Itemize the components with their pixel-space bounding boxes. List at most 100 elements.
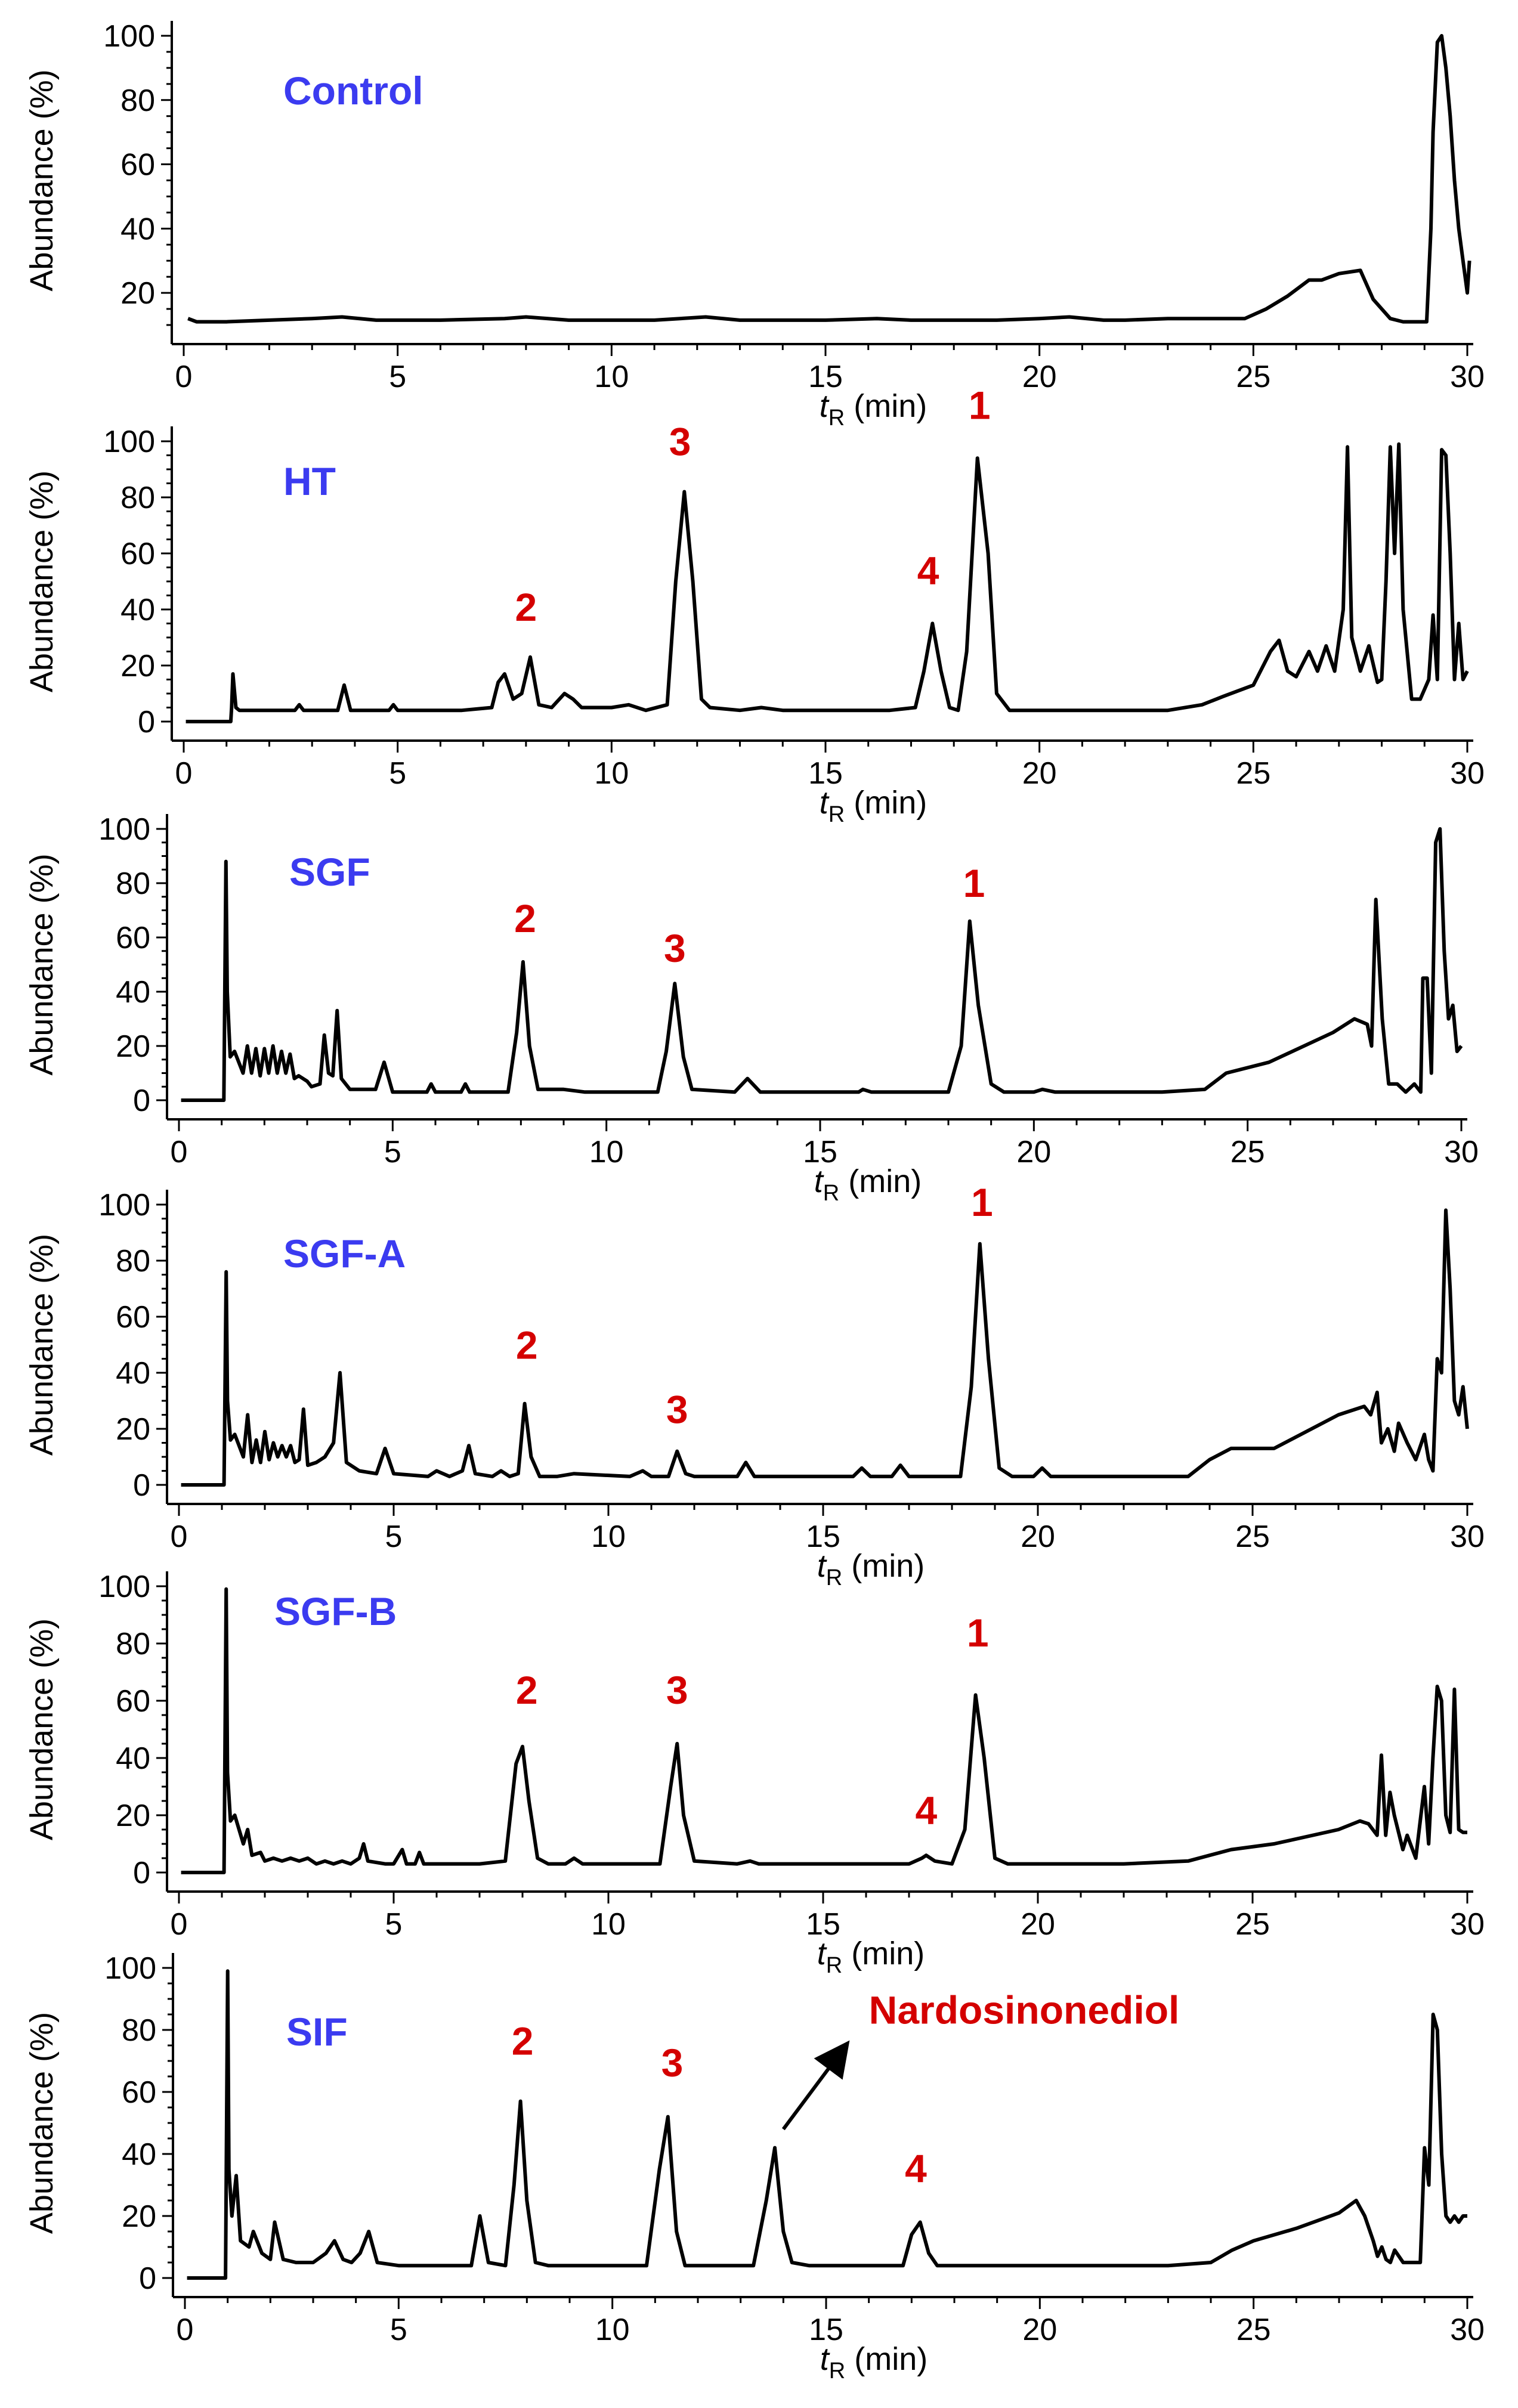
x-axis-label-unit: (min) bbox=[842, 1548, 925, 1584]
x-tick-label: 10 bbox=[594, 360, 629, 394]
y-tick-label: 40 bbox=[122, 2137, 156, 2172]
x-tick-label: 15 bbox=[808, 756, 843, 791]
x-tick-label: 25 bbox=[1236, 756, 1270, 791]
x-axis-label-t: t bbox=[817, 1936, 827, 1971]
y-tick-label: 20 bbox=[116, 1029, 150, 1064]
peak-label: 3 bbox=[666, 1668, 688, 1712]
y-tick-label: 60 bbox=[122, 2075, 156, 2110]
y-tick-label: 0 bbox=[138, 705, 155, 739]
x-tick-label: 0 bbox=[171, 1907, 188, 1942]
x-tick-label: 30 bbox=[1450, 2313, 1485, 2347]
x-tick-label: 15 bbox=[808, 360, 843, 394]
x-tick-label: 20 bbox=[1022, 756, 1057, 791]
panel-sif: 0 5 10 15 20 25 30 0 20 40 60 80 100 Abundance (%) tR … bbox=[24, 1951, 1485, 2384]
panel-label: SIF bbox=[286, 2010, 348, 2054]
x-tick-label: 10 bbox=[589, 1135, 624, 1169]
x-tick-label: 20 bbox=[1022, 360, 1057, 394]
x-axis-label-t: t bbox=[817, 1548, 827, 1584]
y-tick-label: 100 bbox=[104, 1951, 156, 1986]
y-axis-label: Abundance (%) bbox=[24, 1234, 60, 1456]
x-tick-label: 0 bbox=[177, 2313, 194, 2347]
y-tick-label: 60 bbox=[120, 537, 155, 571]
x-axis-label-sub: R bbox=[828, 406, 845, 431]
y-tick-label: 100 bbox=[103, 425, 155, 459]
y-tick-label: 100 bbox=[98, 812, 150, 847]
x-axis-label: tR (min) bbox=[820, 785, 927, 827]
y-tick-label: 0 bbox=[133, 1084, 150, 1118]
x-tick-label: 10 bbox=[591, 1519, 626, 1554]
x-tick-label: 5 bbox=[389, 756, 406, 791]
x-tick-label: 20 bbox=[1021, 1907, 1055, 1942]
trace-line-sif bbox=[187, 1969, 1467, 2280]
x-tick-label: 30 bbox=[1450, 1519, 1485, 1554]
trace-line-sgf-b bbox=[181, 1587, 1467, 1874]
x-axis-label: tR (min) bbox=[817, 1936, 925, 1978]
panel-label: SGF-A bbox=[283, 1231, 406, 1276]
x-axis-label: tR (min) bbox=[820, 2341, 928, 2384]
y-tick-label: 100 bbox=[98, 1188, 150, 1222]
x-tick-label: 25 bbox=[1236, 2313, 1271, 2347]
annotation-label: Nardosinonediol bbox=[869, 1988, 1180, 2032]
x-tick-label: 20 bbox=[1022, 2313, 1057, 2347]
peak-label: 4 bbox=[905, 2146, 927, 2190]
x-axis-label: tR (min) bbox=[814, 1163, 922, 1206]
y-tick-label: 0 bbox=[133, 1468, 150, 1503]
x-tick-label: 5 bbox=[389, 360, 406, 394]
x-tick-label: 15 bbox=[806, 1907, 840, 1942]
panel-label: HT bbox=[283, 459, 336, 503]
x-tick-label: 0 bbox=[171, 1519, 188, 1554]
x-tick-label: 5 bbox=[385, 1519, 403, 1554]
x-axis-label-unit: (min) bbox=[845, 2341, 928, 2377]
y-tick-label: 0 bbox=[133, 1856, 150, 1890]
peak-label: 1 bbox=[963, 861, 985, 905]
y-tick-label: 80 bbox=[122, 2013, 156, 2048]
trace-line-sgf bbox=[181, 827, 1463, 1102]
x-tick-label: 20 bbox=[1021, 1519, 1055, 1554]
x-tick-label: 25 bbox=[1231, 1135, 1265, 1169]
y-axis-label: Abundance (%) bbox=[24, 69, 60, 291]
panel-label: SGF-B bbox=[274, 1589, 397, 1633]
y-tick-label: 40 bbox=[120, 593, 155, 627]
panel-label: SGF bbox=[289, 850, 370, 894]
x-axis-label-sub: R bbox=[826, 1953, 842, 1978]
x-axis-label-unit: (min) bbox=[845, 388, 927, 424]
panel-label: Control bbox=[283, 69, 423, 113]
y-axis-label: Abundance (%) bbox=[24, 2012, 60, 2234]
y-axis-label: Abundance (%) bbox=[24, 1618, 60, 1840]
x-axis-label-t: t bbox=[814, 1163, 824, 1199]
x-tick-label: 20 bbox=[1016, 1135, 1051, 1169]
trace-line-sgf-a bbox=[181, 1208, 1469, 1487]
x-tick-label: 5 bbox=[390, 2313, 407, 2347]
peak-label: 3 bbox=[664, 926, 686, 970]
y-axis-label: Abundance (%) bbox=[24, 853, 60, 1075]
x-axis-label: tR (min) bbox=[817, 1548, 925, 1590]
x-tick-label: 25 bbox=[1235, 1907, 1270, 1942]
x-axis-label-sub: R bbox=[828, 802, 845, 827]
panel-sgf-a: 0 5 10 15 20 25 30 0 20 40 60 80 100 Abundance (%) tR … bbox=[24, 1180, 1485, 1590]
x-tick-label: 10 bbox=[595, 2313, 630, 2347]
peak-label: 3 bbox=[666, 1388, 688, 1432]
peak-label: 2 bbox=[514, 896, 536, 940]
y-tick-label: 20 bbox=[116, 1799, 150, 1833]
x-tick-label: 15 bbox=[809, 2313, 843, 2347]
y-tick-label: 40 bbox=[116, 1741, 150, 1776]
x-tick-label: 15 bbox=[806, 1519, 840, 1554]
trace-line-ht bbox=[186, 442, 1469, 723]
x-tick-label: 10 bbox=[594, 756, 629, 791]
x-tick-label: 30 bbox=[1444, 1135, 1479, 1169]
peak-label: 3 bbox=[669, 420, 691, 464]
x-axis-label-t: t bbox=[820, 388, 830, 424]
peak-label: 2 bbox=[515, 585, 537, 629]
y-tick-label: 20 bbox=[120, 276, 155, 311]
peak-label: 4 bbox=[917, 549, 939, 593]
x-axis-label: tR (min) bbox=[820, 388, 927, 431]
y-tick-label: 80 bbox=[116, 866, 150, 901]
x-tick-label: 10 bbox=[591, 1907, 626, 1942]
panel-control: 0 5 10 15 20 25 30 20 40 60 80 100 Abundance (%) tR (… bbox=[24, 19, 1485, 431]
x-axis-label-unit: (min) bbox=[839, 1163, 922, 1199]
peak-label: 2 bbox=[516, 1323, 538, 1367]
x-tick-label: 25 bbox=[1235, 1519, 1270, 1554]
x-axis-label-sub: R bbox=[829, 2359, 845, 2384]
peak-label: 3 bbox=[661, 2041, 684, 2085]
